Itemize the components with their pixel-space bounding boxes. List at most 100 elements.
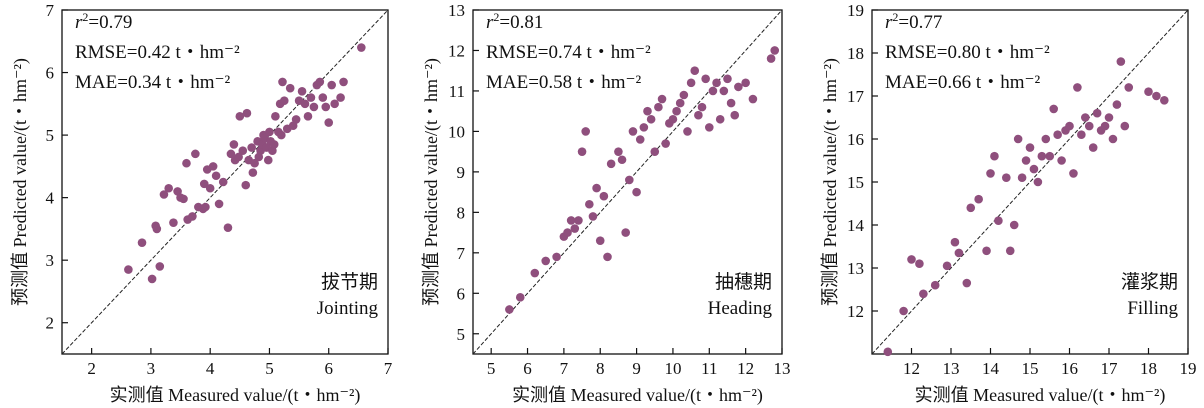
data-point xyxy=(686,78,696,88)
data-point xyxy=(1144,87,1153,96)
data-point xyxy=(1088,143,1098,152)
y-tick-label: 18 xyxy=(847,44,864,63)
data-point xyxy=(639,123,649,132)
data-point xyxy=(208,162,218,171)
data-point xyxy=(218,177,228,187)
data-point xyxy=(1002,173,1011,182)
data-point xyxy=(147,274,157,284)
x-tick-label: 2 xyxy=(87,359,96,378)
data-point xyxy=(515,293,525,302)
data-point xyxy=(704,123,714,132)
data-point xyxy=(530,268,540,278)
x-tick-label: 13 xyxy=(943,359,960,378)
data-point xyxy=(279,96,289,105)
data-point xyxy=(1021,156,1031,165)
data-point xyxy=(1084,121,1094,131)
data-point xyxy=(552,252,561,262)
data-point xyxy=(214,199,224,209)
data-point xyxy=(1108,134,1118,144)
data-point xyxy=(643,106,652,116)
data-point xyxy=(617,155,627,165)
data-point xyxy=(650,147,660,156)
data-point xyxy=(974,194,983,204)
x-tick-label: 8 xyxy=(596,359,605,378)
data-point xyxy=(155,262,165,271)
data-point xyxy=(300,99,310,109)
data-point xyxy=(614,147,623,156)
data-point xyxy=(748,94,758,104)
y-tick-label: 5 xyxy=(46,126,55,145)
data-point xyxy=(159,190,169,199)
data-point xyxy=(566,216,576,225)
r-squared-text: r2=0.81 xyxy=(486,10,543,33)
data-point xyxy=(124,265,133,274)
data-point xyxy=(994,216,1003,225)
data-point xyxy=(595,236,605,245)
data-point xyxy=(1045,151,1055,161)
data-point xyxy=(1152,91,1161,101)
data-point xyxy=(621,228,630,237)
data-point xyxy=(635,135,645,144)
stage-label-en: Jointing xyxy=(317,298,379,319)
x-tick-label: 11 xyxy=(701,359,717,378)
data-point xyxy=(248,168,258,177)
chart-panel-3: 12 13 14 15 16 17 18 19 12 13 14 15 16 17 18 19 r2=0.77 R… xyxy=(820,1,1197,406)
x-tick-label: 7 xyxy=(384,359,393,378)
rmse-text: RMSE=0.80 t・hm⁻² xyxy=(885,42,1050,63)
data-point xyxy=(570,224,580,233)
data-point xyxy=(1104,113,1114,122)
data-point xyxy=(327,80,336,90)
x-tick-label: 12 xyxy=(903,359,920,378)
data-point xyxy=(1017,173,1027,182)
data-point xyxy=(265,127,274,137)
data-point xyxy=(201,202,210,212)
x-axis-label: 实测值 Measured value/(t・hm⁻²) xyxy=(512,385,763,406)
r-squared-value: =0.79 xyxy=(88,12,132,33)
data-point xyxy=(654,102,663,112)
data-point xyxy=(1049,104,1058,114)
data-point xyxy=(152,224,162,234)
plot-frame xyxy=(472,9,783,355)
y-tick-label: 7 xyxy=(457,244,466,263)
y-axis-label: 预测值 Predicted value/(t・hm⁻²) xyxy=(820,58,841,306)
y-tick-label: 17 xyxy=(847,87,865,106)
data-point xyxy=(223,223,233,232)
data-point xyxy=(712,78,721,88)
data-point xyxy=(646,114,656,124)
data-point xyxy=(982,246,991,256)
data-point xyxy=(672,106,681,116)
data-point xyxy=(592,183,601,193)
data-point xyxy=(1025,143,1035,152)
data-point xyxy=(730,110,740,120)
mae-text: MAE=0.66 t・hm⁻² xyxy=(885,72,1041,93)
data-point xyxy=(188,212,197,221)
x-tick-label: 12 xyxy=(737,359,754,378)
data-point xyxy=(235,112,245,121)
x-axis-label: 实测值 Measured value/(t・hm⁻²) xyxy=(110,385,361,406)
data-point xyxy=(907,255,916,264)
data-point xyxy=(719,86,729,96)
y-tick-label: 13 xyxy=(847,259,864,278)
data-point xyxy=(205,183,215,193)
data-point xyxy=(321,102,331,112)
data-point xyxy=(661,139,670,148)
data-point xyxy=(668,114,678,124)
mae-text: MAE=0.34 t・hm⁻² xyxy=(75,72,231,93)
stage-label-cn: 拔节期 xyxy=(321,271,378,293)
data-point xyxy=(1057,156,1066,165)
y-tick-label: 9 xyxy=(457,163,466,182)
data-point xyxy=(723,74,732,84)
data-point xyxy=(241,180,251,190)
data-point xyxy=(278,77,287,87)
y-tick-label: 6 xyxy=(46,64,55,83)
y-tick-label: 4 xyxy=(46,189,55,208)
data-point xyxy=(701,74,710,84)
data-point xyxy=(588,212,598,221)
data-point xyxy=(1037,151,1047,161)
data-point xyxy=(324,118,334,127)
data-point xyxy=(563,228,572,237)
data-point xyxy=(179,194,188,204)
x-tick-label: 14 xyxy=(982,359,1000,378)
x-tick-label: 15 xyxy=(1022,359,1039,378)
